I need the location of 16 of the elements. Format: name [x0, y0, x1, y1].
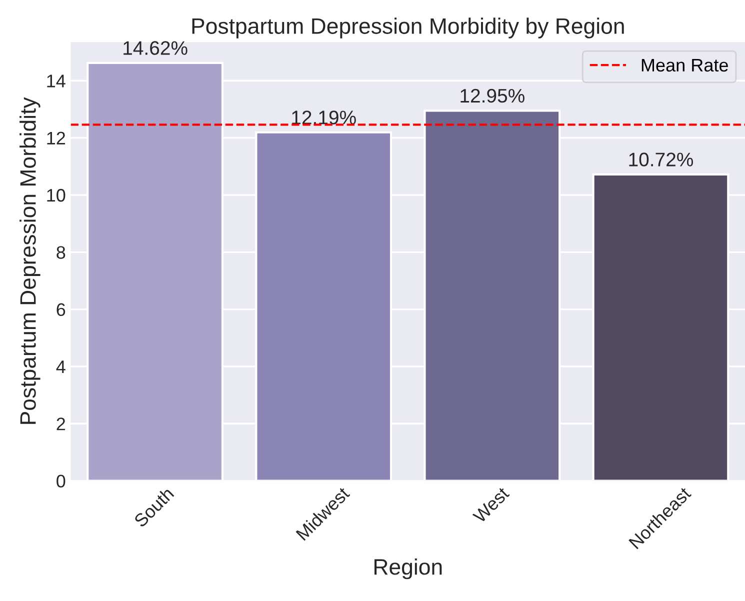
y-tick-label: 8	[56, 246, 66, 259]
y-tick-label: 12	[47, 132, 66, 144]
legend-label: Mean Rate	[642, 58, 728, 72]
chart-title: Postpartum Depression Morbidity by Region	[192, 18, 624, 38]
x-axis-title: Region	[374, 558, 442, 580]
data-label: 14.62%	[124, 41, 188, 55]
y-axis-title: Postpartum Depression Morbidity	[20, 97, 40, 424]
data-label: 10.72%	[629, 152, 694, 166]
y-tick-label: 4	[56, 360, 66, 374]
y-tick-label: 2	[56, 418, 66, 430]
y-tick-label: 10	[47, 188, 66, 202]
y-tick-label: 0	[56, 474, 66, 488]
y-tick-label: 6	[56, 303, 66, 316]
data-label: 12.95%	[460, 88, 524, 103]
data-label: 12.19%	[292, 110, 356, 124]
y-tick-label: 14	[47, 74, 66, 88]
